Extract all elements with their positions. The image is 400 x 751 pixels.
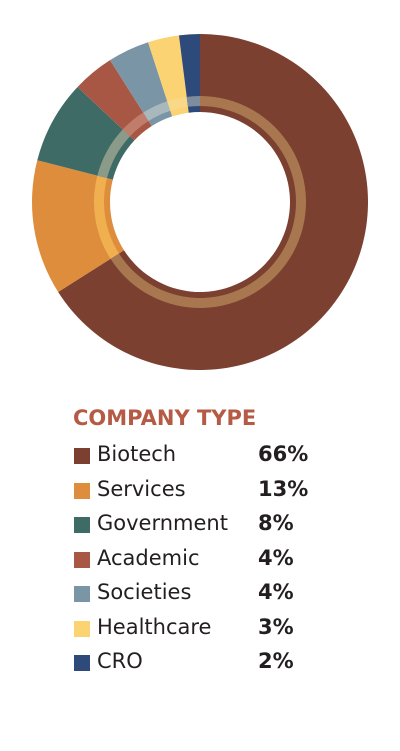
legend-swatch bbox=[74, 482, 90, 499]
slice-societies bbox=[109, 42, 173, 127]
legend-swatch bbox=[74, 586, 90, 602]
legend-item-healthcare: Healthcare 3% bbox=[73, 613, 373, 648]
legend-value: 8% bbox=[258, 511, 294, 535]
legend-item-cro: CRO 2% bbox=[73, 647, 373, 682]
legend-swatch bbox=[74, 655, 90, 671]
donut-chart bbox=[31, 34, 369, 370]
legend-item-academic: Academic 4% bbox=[73, 544, 373, 579]
legend-value: 4% bbox=[258, 580, 294, 604]
legend-label: Biotech bbox=[97, 442, 177, 466]
legend-label: CRO bbox=[97, 649, 143, 673]
slice-healthcare bbox=[148, 35, 189, 117]
legend-item-biotech: Biotech 66% bbox=[73, 440, 373, 475]
inner-ring-academic bbox=[122, 112, 149, 137]
legend-swatch bbox=[74, 448, 90, 464]
inner-ring-government bbox=[97, 129, 131, 179]
legend-label: Government bbox=[97, 511, 228, 535]
legend-value: 13% bbox=[258, 476, 309, 501]
legend-item-government: Government 8% bbox=[73, 509, 373, 544]
legend-label: Academic bbox=[97, 545, 200, 570]
legend-item-services: Services 13% bbox=[73, 475, 373, 510]
inner-ring-cro bbox=[186, 96, 200, 107]
legend-label: Societies bbox=[97, 580, 192, 604]
legend-swatch bbox=[74, 551, 90, 568]
slice-cro bbox=[178, 34, 200, 113]
legend-swatch bbox=[74, 620, 90, 637]
legend-swatch bbox=[74, 517, 90, 533]
legend-value: 3% bbox=[258, 614, 294, 639]
inner-ring-societies bbox=[143, 101, 171, 121]
inner-ring-services bbox=[94, 175, 119, 259]
legend-value: 66% bbox=[258, 442, 309, 466]
inner-ring-healthcare bbox=[167, 96, 188, 111]
legend-value: 4% bbox=[258, 545, 294, 570]
legend: Biotech 66% Services 13% Government 8% Academi… bbox=[73, 440, 373, 682]
legend-label: Healthcare bbox=[97, 614, 212, 639]
legend-title: COMPANY TYPE bbox=[73, 406, 257, 430]
legend-value: 2% bbox=[258, 649, 294, 673]
legend-item-societies: Societies 4% bbox=[73, 578, 373, 613]
legend-label: Services bbox=[97, 476, 186, 501]
